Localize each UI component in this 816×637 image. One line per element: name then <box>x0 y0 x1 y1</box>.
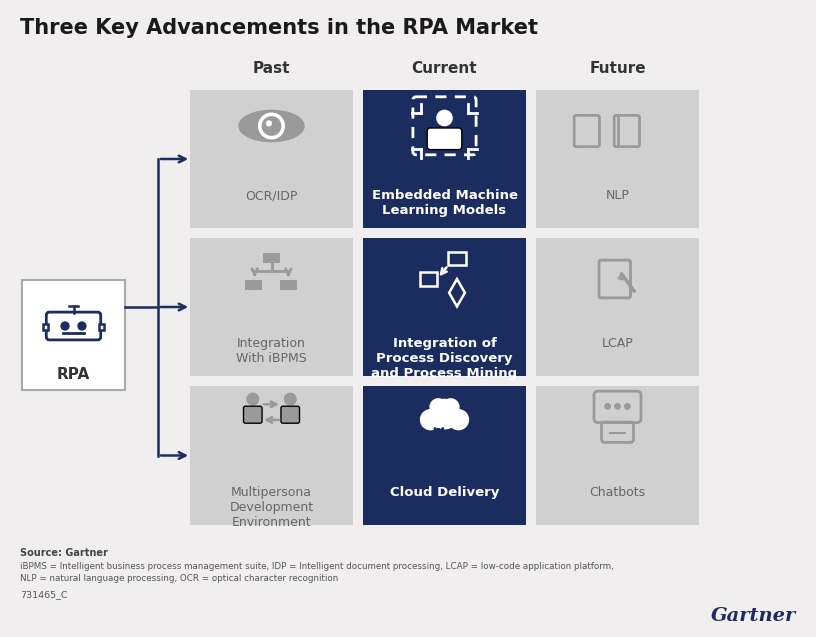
FancyBboxPatch shape <box>536 90 699 228</box>
Circle shape <box>246 392 259 406</box>
Bar <box>43 324 48 331</box>
FancyBboxPatch shape <box>428 128 462 150</box>
Circle shape <box>604 403 611 410</box>
FancyBboxPatch shape <box>243 406 262 423</box>
Text: Cloud Delivery: Cloud Delivery <box>390 485 499 499</box>
FancyBboxPatch shape <box>22 280 125 390</box>
Text: Embedded Machine
Learning Models: Embedded Machine Learning Models <box>371 189 517 217</box>
Bar <box>245 280 262 290</box>
Text: Multipersona
Development
Environment: Multipersona Development Environment <box>229 485 313 529</box>
Text: Past: Past <box>253 61 290 76</box>
Text: 731465_C: 731465_C <box>20 590 68 599</box>
Circle shape <box>429 399 460 429</box>
Circle shape <box>61 322 69 330</box>
FancyBboxPatch shape <box>47 312 100 340</box>
Text: Future: Future <box>589 61 645 76</box>
Circle shape <box>614 403 621 410</box>
FancyBboxPatch shape <box>536 238 699 376</box>
Text: Gartner: Gartner <box>711 607 796 625</box>
Bar <box>263 253 280 262</box>
Text: OCR/IDP: OCR/IDP <box>246 189 298 202</box>
FancyBboxPatch shape <box>363 386 526 525</box>
Text: NLP: NLP <box>605 189 629 202</box>
Text: Current: Current <box>412 61 477 76</box>
FancyBboxPatch shape <box>281 406 299 423</box>
Polygon shape <box>239 110 304 141</box>
Text: Source: Gartner: Source: Gartner <box>20 548 108 558</box>
Text: Integration of
Process Discovery
and Process Mining: Integration of Process Discovery and Pro… <box>371 337 517 380</box>
Circle shape <box>78 322 86 330</box>
Text: Chatbots: Chatbots <box>589 485 645 499</box>
Circle shape <box>441 398 459 416</box>
Circle shape <box>448 409 469 431</box>
Bar <box>448 252 466 265</box>
Circle shape <box>420 409 441 431</box>
FancyBboxPatch shape <box>536 386 699 525</box>
Bar <box>422 417 468 426</box>
Circle shape <box>258 113 285 140</box>
Circle shape <box>262 116 282 136</box>
Bar <box>280 280 297 290</box>
FancyBboxPatch shape <box>190 386 353 525</box>
Text: Three Key Advancements in the RPA Market: Three Key Advancements in the RPA Market <box>20 18 538 38</box>
Circle shape <box>624 403 631 410</box>
Text: iBPMS = Intelligent business process management suite, IDP = Intelligent documen: iBPMS = Intelligent business process man… <box>20 562 614 571</box>
FancyBboxPatch shape <box>363 90 526 228</box>
Text: LCAP: LCAP <box>601 337 633 350</box>
Circle shape <box>437 110 453 126</box>
Circle shape <box>429 398 447 416</box>
Circle shape <box>266 120 272 127</box>
Text: NLP = natural language processing, OCR = optical character recognition: NLP = natural language processing, OCR =… <box>20 574 339 583</box>
FancyBboxPatch shape <box>190 238 353 376</box>
Text: RPA: RPA <box>57 367 90 382</box>
Bar <box>99 324 104 331</box>
Bar <box>419 272 437 286</box>
Text: Integration
With iBPMS: Integration With iBPMS <box>236 337 307 365</box>
FancyBboxPatch shape <box>190 90 353 228</box>
FancyBboxPatch shape <box>363 238 526 376</box>
Circle shape <box>284 392 297 406</box>
